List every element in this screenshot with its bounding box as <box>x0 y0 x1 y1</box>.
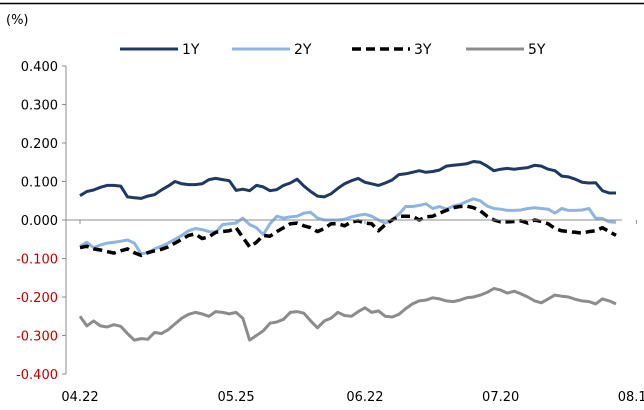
x-tick-label: 08.18 <box>618 390 644 405</box>
series-line-2y <box>79 197 617 256</box>
legend-label-5y: 5Y <box>528 42 546 58</box>
series-line-3y <box>79 204 617 258</box>
y-tick-label: 0.100 <box>21 176 58 191</box>
series-line-1y <box>79 160 616 200</box>
series-layer <box>78 160 617 342</box>
y-tick-label: 0.400 <box>21 60 58 75</box>
x-tick-label: 04.22 <box>61 390 98 405</box>
x-axis-ticks: 04.22 05.25 06.22 07.20 08.18 <box>61 220 644 405</box>
y-axis-ticks: 0.400 0.300 0.200 0.100 0.000 -0.100 -0.200 -0.… <box>16 60 66 383</box>
y-unit-label: (%) <box>6 13 29 28</box>
y-tick-label: -0.300 <box>16 330 58 345</box>
x-tick-label: 06.22 <box>346 390 383 405</box>
y-tick-label: 0.200 <box>21 137 58 152</box>
y-tick-label: -0.100 <box>16 253 58 268</box>
y-tick-label: 0.000 <box>21 214 58 229</box>
legend-label-1y: 1Y <box>182 42 200 58</box>
legend-label-3y: 3Y <box>414 42 432 58</box>
y-tick-label: -0.400 <box>16 368 58 383</box>
series-line-5y <box>78 287 617 342</box>
y-tick-label: -0.200 <box>16 291 58 306</box>
y-tick-label: 0.300 <box>21 99 58 114</box>
x-tick-label: 05.25 <box>217 390 254 405</box>
x-tick-label: 07.20 <box>482 390 519 405</box>
legend: 1Y 2Y 3Y 5Y <box>120 42 546 58</box>
legend-label-2y: 2Y <box>294 42 312 58</box>
